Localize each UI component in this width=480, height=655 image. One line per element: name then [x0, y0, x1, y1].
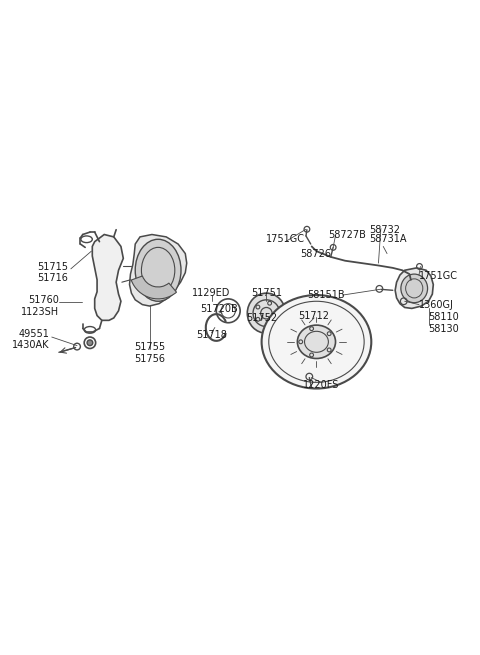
Polygon shape — [92, 234, 123, 320]
Text: 51760
1123SH: 51760 1123SH — [21, 295, 59, 317]
Text: 51752: 51752 — [246, 313, 277, 323]
Ellipse shape — [401, 274, 428, 303]
Text: 51718: 51718 — [196, 330, 227, 340]
Polygon shape — [395, 268, 433, 309]
Ellipse shape — [262, 295, 372, 388]
Text: 51755
51756: 51755 51756 — [134, 342, 165, 364]
Text: 58732: 58732 — [369, 225, 400, 234]
Text: 51720B: 51720B — [200, 305, 238, 314]
Text: 1751GC: 1751GC — [266, 234, 305, 244]
Text: 58151B: 58151B — [308, 290, 345, 300]
Text: 51712: 51712 — [299, 310, 330, 320]
Text: 58110
58130: 58110 58130 — [429, 312, 459, 333]
Text: 58727B: 58727B — [328, 229, 366, 240]
Polygon shape — [130, 234, 187, 306]
Ellipse shape — [298, 325, 336, 358]
Text: 1751GC: 1751GC — [419, 271, 458, 281]
Wedge shape — [131, 276, 177, 299]
Text: 1360GJ: 1360GJ — [419, 299, 454, 310]
Text: 58726: 58726 — [300, 249, 331, 259]
Ellipse shape — [247, 293, 286, 333]
Text: 1220FS: 1220FS — [303, 380, 339, 390]
Text: 1129ED: 1129ED — [192, 288, 231, 297]
Ellipse shape — [87, 340, 93, 346]
Text: 49551
1430AK: 49551 1430AK — [12, 329, 49, 350]
Text: 51715
51716: 51715 51716 — [37, 262, 69, 284]
Ellipse shape — [135, 239, 181, 301]
Text: 58731A: 58731A — [369, 234, 407, 244]
Text: 51751: 51751 — [251, 288, 282, 297]
